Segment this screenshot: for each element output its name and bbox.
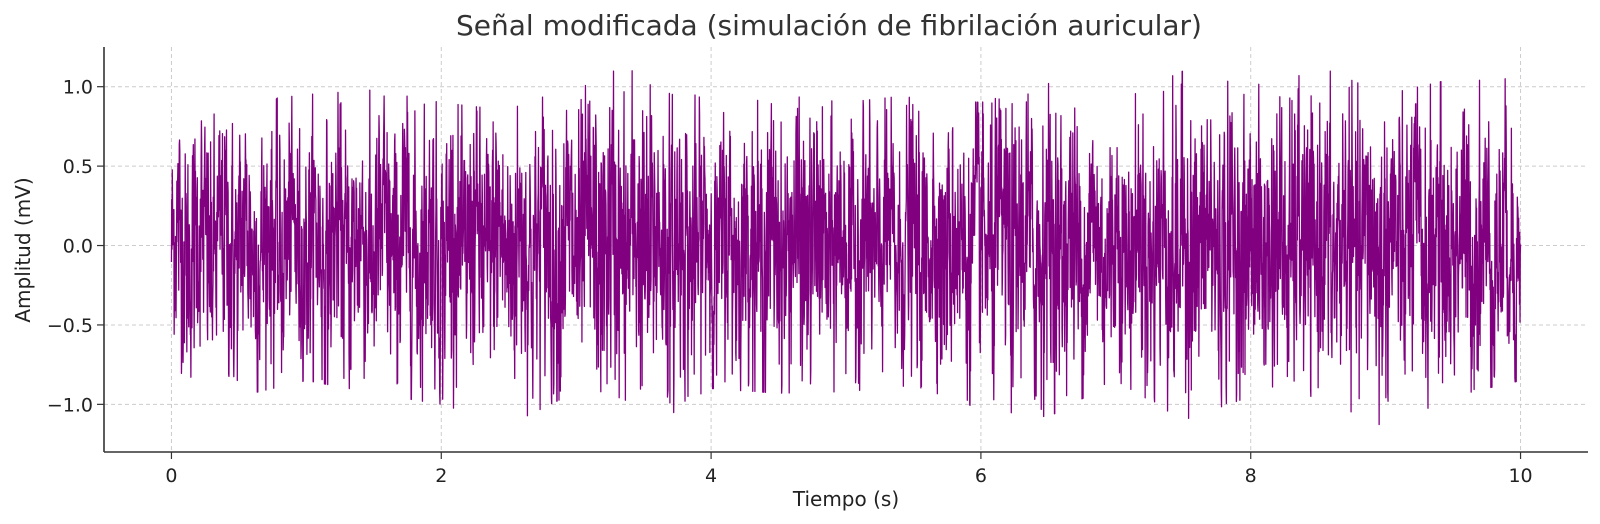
x-tick-label: 8 [1245,465,1257,487]
x-axis-label: Tiempo (s) [792,487,899,511]
x-tick-label: 6 [975,465,987,487]
y-ticks: 1.0 0.5 0.0 −0.5 −1.0 [47,77,104,416]
x-ticks: 0 2 4 6 8 10 [165,452,1533,487]
y-tick-label: 0.0 [63,236,93,258]
y-tick-label: −0.5 [47,315,93,337]
signal-series [170,70,1522,426]
x-tick-label: 0 [165,465,177,487]
x-tick-label: 10 [1508,465,1532,487]
signal-line [170,70,1522,426]
y-tick-label: −1.0 [47,394,93,416]
y-tick-label: 0.5 [63,156,93,178]
x-tick-label: 4 [705,465,717,487]
chart-title: Señal modificada (simulación de fibrilac… [456,9,1202,42]
x-tick-label: 2 [435,465,447,487]
y-axis-label: Amplitud (mV) [11,177,35,322]
y-tick-label: 1.0 [63,77,93,99]
